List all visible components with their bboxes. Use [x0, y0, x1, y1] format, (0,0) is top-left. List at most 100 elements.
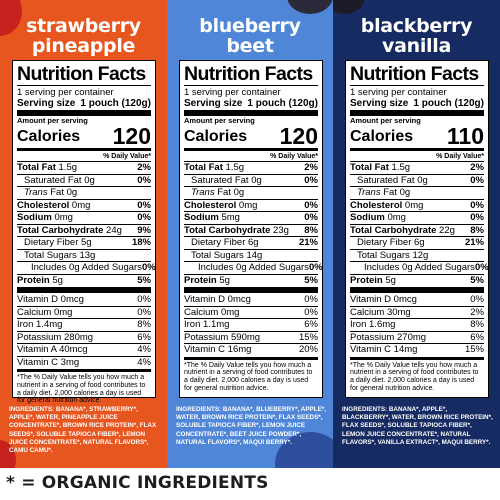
divider-thick — [184, 110, 318, 116]
nutrient-label: Dietary Fiber — [357, 237, 412, 248]
vitamin-label: Calcium — [350, 306, 385, 318]
vitamin-amount: 280mg — [64, 331, 94, 343]
nutrient-row: Cholesterol 0mg 0% — [184, 198, 318, 212]
nutrient-daily-value: 18% — [131, 237, 151, 248]
amount-per-serving: Amount per serving — [350, 116, 421, 125]
vitamin-name: Potassium 270mg — [350, 332, 426, 344]
serving-size-value: 1 pouch (120g) — [413, 98, 484, 109]
vitamin-name: Vitamin C 16mg — [184, 344, 251, 356]
vitamin-row: Calcium 30mg 2% — [350, 305, 484, 319]
vitamin-label: Vitamin D — [17, 294, 59, 305]
nutrient-name: Sodium 0mg — [350, 212, 406, 224]
nutrient-name: Includes 0g Added Sugars — [350, 262, 475, 274]
nutrient-name: Total Sugars 14g — [184, 250, 262, 262]
nutrition-facts-title: Nutrition Facts — [184, 64, 318, 86]
calories-label: Calories — [184, 128, 248, 145]
vitamin-row: Iron 1.1mg 6% — [184, 318, 318, 331]
nutrient-name: Dietary Fiber 5g — [17, 237, 92, 249]
nutrient-name: Dietary Fiber 6g — [350, 237, 425, 249]
vitamin-row: Iron 1.6mg 8% — [350, 318, 484, 331]
serving-size-row: Serving size 1 pouch (120g) — [350, 98, 484, 109]
vitamin-label: Potassium — [17, 331, 62, 343]
calories-row: Calories 120 — [17, 125, 151, 148]
nutrient-row: Trans Fat 0g — [350, 186, 484, 199]
nutrient-row: Total Fat 1.5g 2% — [184, 161, 318, 174]
serving-size-row: Serving size 1 pouch (120g) — [184, 98, 318, 109]
vitamin-daily-value: 8% — [137, 319, 151, 330]
vitamin-daily-value: 6% — [470, 331, 484, 343]
nutrient-label: Total Sugars — [357, 249, 410, 261]
nutrient-daily-value: 0% — [304, 199, 318, 211]
nutrient-label: Protein — [350, 274, 383, 286]
nutrient-label: Trans — [24, 187, 48, 198]
nutrient-daily-value: 0% — [137, 212, 151, 223]
vitamin-daily-value: 0% — [304, 306, 318, 318]
vitamin-row: Potassium 590mg 15% — [184, 330, 318, 344]
divider-thick — [17, 110, 151, 116]
nutrient-daily-value: 0% — [304, 212, 318, 223]
nutrient-row: Protein 5g 5% — [17, 273, 151, 287]
flavor-title: blueberry beet — [199, 15, 301, 57]
vitamin-row: Vitamin D 0mcg 0% — [350, 294, 484, 306]
nutrient-name: Trans Fat 0g — [17, 187, 77, 199]
divider-thick — [17, 287, 151, 293]
nutrient-label: Saturated Fat — [24, 174, 82, 186]
strawberry-decoration — [0, 0, 22, 36]
nutrient-daily-value: 0% — [137, 174, 151, 186]
nutrient-name: Cholesterol 0mg — [350, 200, 423, 212]
nutrient-label: Includes — [31, 262, 67, 273]
nutrient-amount: 13g — [79, 249, 96, 261]
nutrient-label: Trans — [357, 187, 381, 198]
nutrient-daily-value: 0% — [137, 199, 151, 211]
nutrient-amount: 1.5g — [58, 162, 78, 173]
nutrient-row: Sodium 0mg 0% — [350, 211, 484, 224]
vitamin-row: Vitamin D 0mcg 0% — [184, 294, 318, 306]
nutrient-row: Dietary Fiber 5g 18% — [17, 236, 151, 249]
nutrition-label: Nutrition Facts 1 serving per container Se… — [179, 60, 323, 398]
serving-size-value: 1 pouch (120g) — [80, 98, 151, 109]
vitamin-name: Iron 1.1mg — [184, 319, 229, 331]
vitamin-amount: 1.6mg — [369, 319, 396, 330]
ingredients-text: INGREDIENTS: BANANA*, BLUEBERRY*, APPLE*… — [176, 406, 326, 446]
vitamin-name: Vitamin D 0mcg — [17, 294, 84, 306]
vitamin-label: Vitamin C — [350, 344, 392, 355]
vitamin-label: Vitamin D — [184, 294, 226, 305]
nutrient-amount: 5g — [385, 274, 396, 286]
vitamin-label: Iron — [350, 319, 367, 330]
nutrient-row: Saturated Fat 0g 0% — [350, 173, 484, 187]
vitamin-amount: 16mg — [227, 344, 252, 355]
nutrient-label: Dietary Fiber — [191, 237, 246, 248]
nutrient-name: Trans Fat 0g — [184, 187, 244, 199]
vitamin-label: Calcium — [17, 306, 52, 318]
vitamin-daily-value: 0% — [137, 294, 151, 305]
nutrient-daily-value: 9% — [137, 224, 151, 236]
nutrient-label: Total Carbohydrate — [17, 224, 104, 236]
vitamin-row: Calcium 0mg 0% — [184, 305, 318, 319]
nutrient-row: Protein 5g 5% — [184, 273, 318, 287]
calories-row: Calories 110 — [350, 125, 484, 148]
nutrition-facts-title: Nutrition Facts — [17, 64, 151, 86]
divider-thick — [350, 287, 484, 293]
vitamin-name: Vitamin D 0mcg — [350, 294, 417, 306]
nutrient-row: Protein 5g 5% — [350, 273, 484, 287]
nutrient-label: Cholesterol — [184, 199, 237, 211]
vitamin-daily-value: 6% — [137, 331, 151, 343]
vitamin-daily-value: 15% — [464, 344, 484, 355]
vitamin-daily-value: 6% — [304, 319, 318, 330]
nutrient-name: Total Fat 1.5g — [350, 162, 410, 174]
nutrient-row: Total Carbohydrate 23g 8% — [184, 223, 318, 237]
daily-value-header: % Daily Value* — [184, 148, 318, 161]
divider-thick — [350, 110, 484, 116]
vitamin-label: Vitamin A — [17, 344, 57, 355]
nutrient-amount: 0g — [251, 174, 262, 186]
nutrient-label: Saturated Fat — [357, 174, 415, 186]
vitamin-name: Vitamin D 0mcg — [184, 294, 251, 306]
vitamin-label: Vitamin D — [350, 294, 392, 305]
nutrient-label: Total Fat — [350, 162, 389, 173]
nutrient-amount: 0g — [417, 174, 428, 186]
vitamin-daily-value: 0% — [137, 306, 151, 318]
vitamin-daily-value: 4% — [137, 356, 151, 368]
nutrient-daily-value: 5% — [137, 274, 151, 286]
vitamin-row: Potassium 270mg 6% — [350, 330, 484, 344]
vitamin-label: Vitamin C — [17, 356, 59, 368]
